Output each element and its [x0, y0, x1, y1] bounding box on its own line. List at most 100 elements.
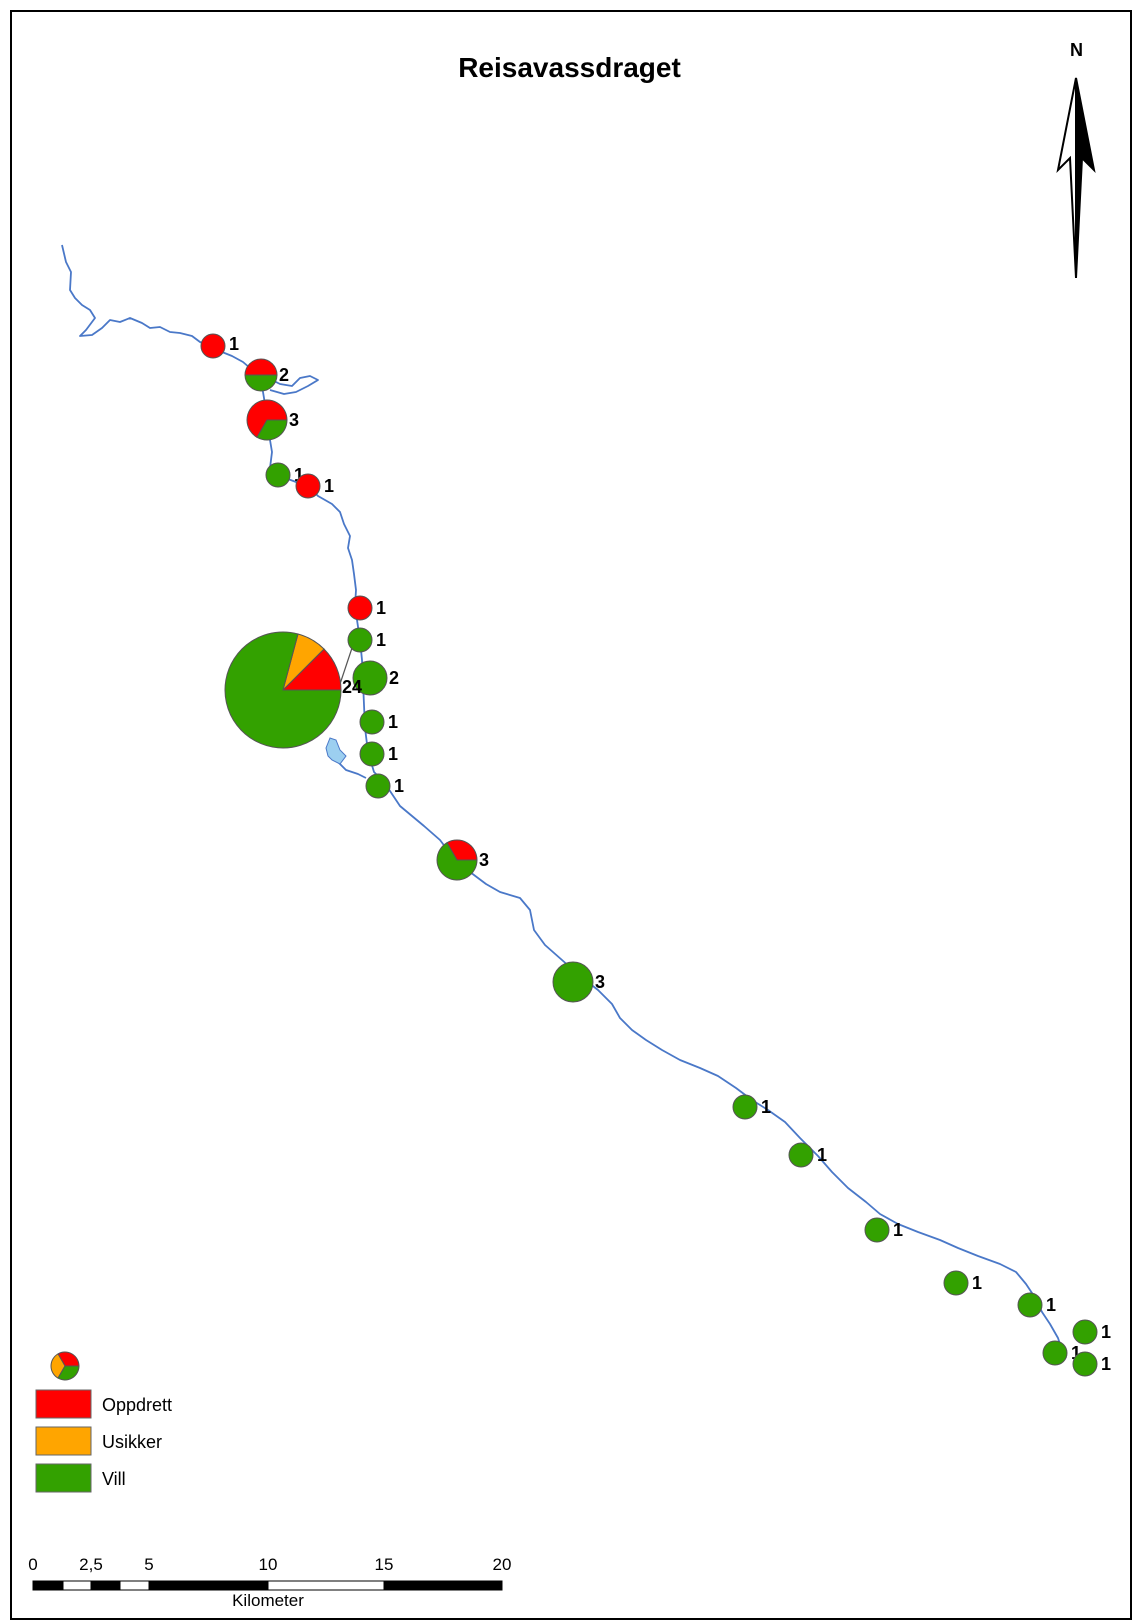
site-count-label: 24 — [342, 677, 362, 697]
site-pie — [864, 1217, 890, 1243]
scale-tick-3: 10 — [258, 1555, 278, 1574]
site-pie-slice-vill — [256, 419, 288, 441]
river-tributary — [267, 375, 319, 395]
legend-swatch-usikker — [35, 1426, 92, 1456]
site-pie — [265, 462, 291, 488]
site-count-label: 1 — [294, 465, 304, 485]
river-main — [61, 244, 1067, 1359]
scale-tick-4: 15 — [374, 1555, 394, 1574]
site-pie-slice-vill — [244, 374, 278, 392]
site-count-label: 1 — [1101, 1354, 1111, 1374]
site-pie — [200, 333, 226, 359]
site-pie — [365, 773, 391, 799]
site-pie-slice-vill — [864, 1217, 890, 1243]
site-pie — [352, 660, 388, 696]
river — [61, 244, 1067, 1359]
north-arrow-left-half — [1056, 77, 1077, 279]
legend-sample-slice-vill — [57, 1365, 80, 1381]
lake — [325, 737, 347, 765]
site-pie — [1072, 1319, 1098, 1345]
site-count-label: 1 — [1046, 1295, 1056, 1315]
legend-label-oppdrett: Oppdrett — [102, 1395, 173, 1415]
scale-tick-1: 2,5 — [79, 1555, 103, 1574]
site-count-label: 1 — [1101, 1322, 1111, 1342]
site-pie — [1017, 1292, 1043, 1318]
scale-segment-2 — [62, 1580, 92, 1591]
north-label: N — [1070, 40, 1083, 60]
river-connector — [339, 647, 353, 685]
site-pie — [347, 595, 373, 621]
site-pie-slice-vill — [347, 627, 373, 653]
river-side-arm — [335, 759, 367, 779]
site-count-label: 1 — [1071, 1343, 1081, 1363]
scale-segment-7 — [383, 1580, 503, 1591]
site-count-label: 1 — [376, 630, 386, 650]
scale-segment-3 — [90, 1580, 121, 1591]
site-count-label: 1 — [893, 1220, 903, 1240]
site-pie-slice-vill — [943, 1270, 969, 1296]
legend-swatch-vill — [35, 1463, 92, 1493]
legend-swatch-oppdrett — [35, 1389, 92, 1419]
scale-segment-1 — [32, 1580, 64, 1591]
site-pie-slice-vill — [1072, 1351, 1098, 1377]
scale-unit-label: Kilometer — [232, 1591, 304, 1610]
scale-segment-4 — [119, 1580, 150, 1591]
site-count-label: 3 — [595, 972, 605, 992]
legend-sample-slice-usikker — [50, 1353, 66, 1379]
legend — [35, 1351, 92, 1493]
north-arrow — [1056, 77, 1096, 279]
site-pie-slice-vill — [1017, 1292, 1043, 1318]
site-pie-slice-vill — [224, 631, 342, 749]
site-count-label: 1 — [324, 476, 334, 496]
site-pie — [244, 358, 278, 392]
site-pie — [295, 473, 321, 499]
site-count-label: 1 — [388, 744, 398, 764]
site-pie — [359, 709, 385, 735]
site-count-label: 1 — [761, 1097, 771, 1117]
site-pie — [788, 1142, 814, 1168]
map-frame — [10, 10, 1132, 1620]
site-pie-slice-vill — [1042, 1340, 1068, 1366]
site-count-label: 1 — [972, 1273, 982, 1293]
site-pie — [224, 631, 342, 749]
site-pie-slice-oppdrett — [246, 399, 288, 439]
site-pie-slice-vill — [1072, 1319, 1098, 1345]
scale-tick-5: 20 — [492, 1555, 512, 1574]
map-title: Reisavassdraget — [458, 52, 681, 83]
site-pie — [359, 741, 385, 767]
site-pie — [347, 627, 373, 653]
site-count-label: 1 — [394, 776, 404, 796]
site-pie — [552, 961, 594, 1003]
site-pie-slice-vill — [265, 462, 291, 488]
site-pie-slice-vill — [788, 1142, 814, 1168]
site-pie-slice-oppdrett — [347, 595, 373, 621]
site-count-label: 3 — [289, 410, 299, 430]
north-arrow-right-half — [1075, 77, 1096, 279]
site-pie — [1042, 1340, 1068, 1366]
site-count-label: 2 — [389, 668, 399, 688]
scale-tick-0: 0 — [28, 1555, 38, 1574]
site-pie-slice-oppdrett — [295, 473, 321, 499]
site-pie — [732, 1094, 758, 1120]
site-pie-slice-vill — [352, 660, 388, 696]
scale-tick-2: 5 — [144, 1555, 154, 1574]
site-pie-slice-vill — [365, 773, 391, 799]
site-count-label: 1 — [817, 1145, 827, 1165]
legend-label-vill: Vill — [102, 1469, 126, 1489]
site-count-label: 1 — [376, 598, 386, 618]
site-pie-slice-oppdrett — [244, 358, 278, 376]
site-count-label: 3 — [479, 850, 489, 870]
site-pie-slice-vill — [359, 709, 385, 735]
legend-label-usikker: Usikker — [102, 1432, 163, 1452]
scale-segment-6 — [267, 1580, 385, 1591]
site-count-label: 1 — [388, 712, 398, 732]
site-count-label: 1 — [229, 334, 239, 354]
legend-sample-pie — [50, 1351, 80, 1381]
site-pie — [1072, 1351, 1098, 1377]
site-pie — [436, 839, 478, 881]
site-pie-slice-oppdrett — [200, 333, 226, 359]
site-pie-slice-vill — [436, 841, 478, 881]
scale-bar — [32, 1580, 503, 1591]
